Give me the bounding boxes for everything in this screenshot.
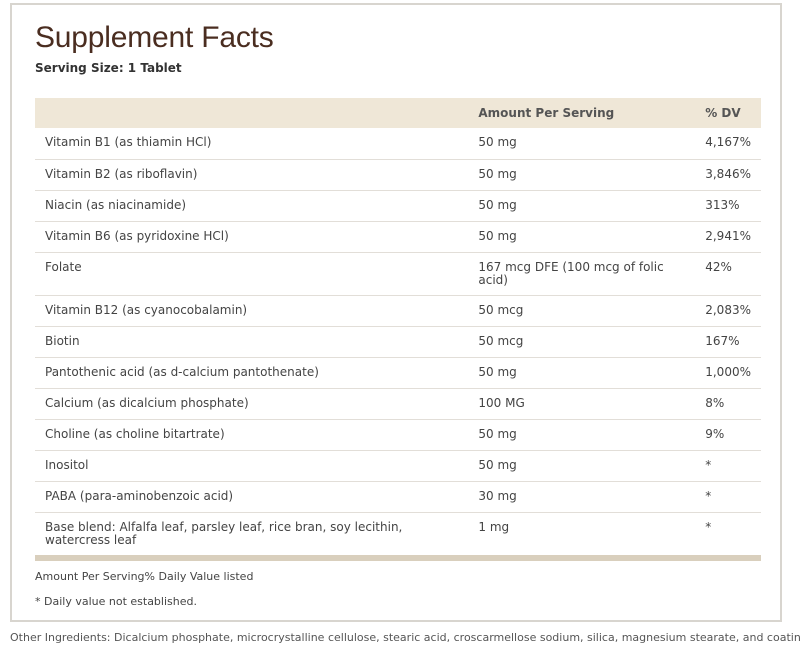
- daily-value: 8%: [695, 388, 761, 420]
- amount-per-serving: 50 mcg: [468, 295, 696, 327]
- other-ingredients: Other Ingredients: Dicalcium phosphate, …: [10, 631, 800, 644]
- nutrient-name: Base blend: Alfalfa leaf, parsley leaf, …: [45, 519, 403, 547]
- nutrient-name: Vitamin B1 (as thiamin HCl): [35, 128, 469, 160]
- column-header-nutrient: [35, 98, 468, 128]
- daily-value: 42%: [695, 252, 761, 296]
- amount-per-serving: 50 mg: [468, 128, 696, 160]
- table-row: Biotin 50 mcg 167%: [35, 326, 761, 358]
- nutrient-name: Niacin (as niacinamide): [35, 190, 469, 222]
- nutrient-name: Calcium (as dicalcium phosphate): [35, 388, 469, 420]
- table-row: Choline (as choline bitartrate) 50 mg 9%: [35, 419, 761, 451]
- amount-per-serving: 50 mg: [468, 221, 696, 253]
- daily-value: 4,167%: [695, 128, 761, 160]
- nutrient-name: Vitamin B12 (as cyanocobalamin): [35, 295, 469, 327]
- daily-value: 2,083%: [695, 295, 761, 327]
- column-header-dv: % DV: [705, 106, 741, 120]
- daily-value: 1,000%: [695, 357, 761, 389]
- nutrient-name: Vitamin B2 (as riboflavin): [35, 159, 469, 191]
- table-row: PABA (para-aminobenzoic acid) 30 mg *: [35, 481, 761, 513]
- table-row: Vitamin B1 (as thiamin HCl) 50 mg 4,167%: [35, 128, 761, 160]
- daily-value: 313%: [695, 190, 761, 222]
- amount-per-serving: 50 mg: [468, 190, 696, 222]
- daily-value: 9%: [695, 419, 761, 451]
- supplement-facts-panel: Supplement Facts Serving Size: 1 Tablet …: [10, 3, 782, 622]
- table-row: Pantothenic acid (as d-calcium pantothen…: [35, 357, 761, 389]
- daily-value: *: [695, 481, 761, 513]
- nutrient-name: Choline (as choline bitartrate): [35, 419, 469, 451]
- table-row: Vitamin B6 (as pyridoxine HCl) 50 mg 2,9…: [35, 221, 761, 253]
- footnote-not-established: * Daily value not established.: [35, 595, 197, 608]
- daily-value: 167%: [695, 326, 761, 358]
- amount-per-serving: 30 mg: [468, 481, 696, 513]
- nutrient-name: Folate: [35, 252, 469, 296]
- amount-per-serving: 50 mg: [468, 159, 696, 191]
- serving-size: Serving Size: 1 Tablet: [35, 61, 182, 75]
- amount-per-serving: 50 mg: [468, 357, 696, 389]
- amount-per-serving: 1 mg: [478, 519, 510, 534]
- table-row: Vitamin B12 (as cyanocobalamin) 50 mcg 2…: [35, 295, 761, 327]
- daily-value: 3,846%: [695, 159, 761, 191]
- table-row: Niacin (as niacinamide) 50 mg 313%: [35, 190, 761, 222]
- table-row: Calcium (as dicalcium phosphate) 100 MG …: [35, 388, 761, 420]
- table-footer-bar: [35, 555, 761, 561]
- amount-per-serving: 50 mg: [468, 419, 696, 451]
- nutrient-name: Pantothenic acid (as d-calcium pantothen…: [35, 357, 469, 389]
- daily-value: *: [705, 519, 712, 534]
- nutrient-name: PABA (para-aminobenzoic acid): [35, 481, 469, 513]
- supplement-facts-table: Amount Per Serving % DV Vitamin B1 (as t…: [35, 98, 761, 555]
- table-row: Vitamin B2 (as riboflavin) 50 mg 3,846%: [35, 159, 761, 191]
- table-row: Folate 167 mcg DFE (100 mcg of folic aci…: [35, 252, 761, 296]
- nutrient-name: Biotin: [35, 326, 469, 358]
- daily-value: 2,941%: [695, 221, 761, 253]
- daily-value: *: [695, 450, 761, 482]
- amount-per-serving: 100 MG: [468, 388, 696, 420]
- column-header-amount: Amount Per Serving: [478, 106, 615, 120]
- table-row: Base blend: Alfalfa leaf, parsley leaf, …: [35, 512, 761, 555]
- amount-per-serving: 50 mg: [468, 450, 696, 482]
- nutrient-name: Vitamin B6 (as pyridoxine HCl): [35, 221, 469, 253]
- table-row: Inositol 50 mg *: [35, 450, 761, 482]
- page-title: Supplement Facts: [35, 21, 274, 54]
- amount-per-serving: 50 mcg: [468, 326, 696, 358]
- footnote-daily-value: Amount Per Serving% Daily Value listed: [35, 570, 254, 583]
- table-header-row: Amount Per Serving % DV: [35, 98, 761, 128]
- amount-per-serving: 167 mcg DFE (100 mcg of folic acid): [468, 252, 696, 296]
- nutrient-name: Inositol: [35, 450, 469, 482]
